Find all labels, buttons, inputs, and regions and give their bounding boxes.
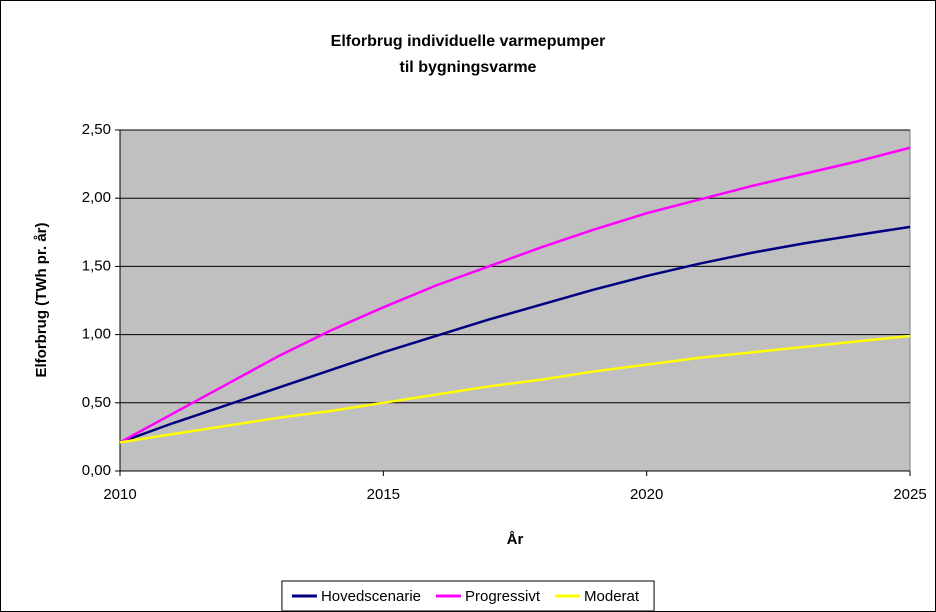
x-tick-label: 2020 (630, 486, 663, 503)
chart-title: til bygningsvarme (400, 59, 537, 76)
y-tick-label: 2,00 (82, 189, 111, 206)
plot-area (119, 129, 911, 472)
x-tick-label: 2025 (893, 486, 926, 503)
x-tick-label: 2010 (103, 486, 136, 503)
legend-label: Moderat (584, 588, 640, 605)
x-tick-label: 2015 (367, 486, 400, 503)
y-tick-label: 2,50 (82, 121, 111, 138)
chart-title: Elforbrug individuelle varmepumper (331, 33, 606, 50)
y-tick-label: 1,00 (82, 326, 111, 343)
legend-label: Progressivt (465, 588, 541, 605)
legend-label: Hovedscenarie (321, 588, 421, 605)
y-tick-label: 0,00 (82, 462, 111, 479)
series-line (119, 146, 911, 444)
series-line (119, 334, 911, 444)
series-line (119, 225, 911, 444)
y-tick-label: 1,50 (82, 257, 111, 274)
x-axis-label: År (507, 531, 524, 548)
y-axis-label: Elforbrug (TWh pr. år) (33, 223, 50, 378)
legend: Hovedscenarie Progressivt Moderat (281, 580, 655, 612)
legend-box (281, 580, 655, 612)
y-tick-label: 0,50 (82, 394, 111, 411)
